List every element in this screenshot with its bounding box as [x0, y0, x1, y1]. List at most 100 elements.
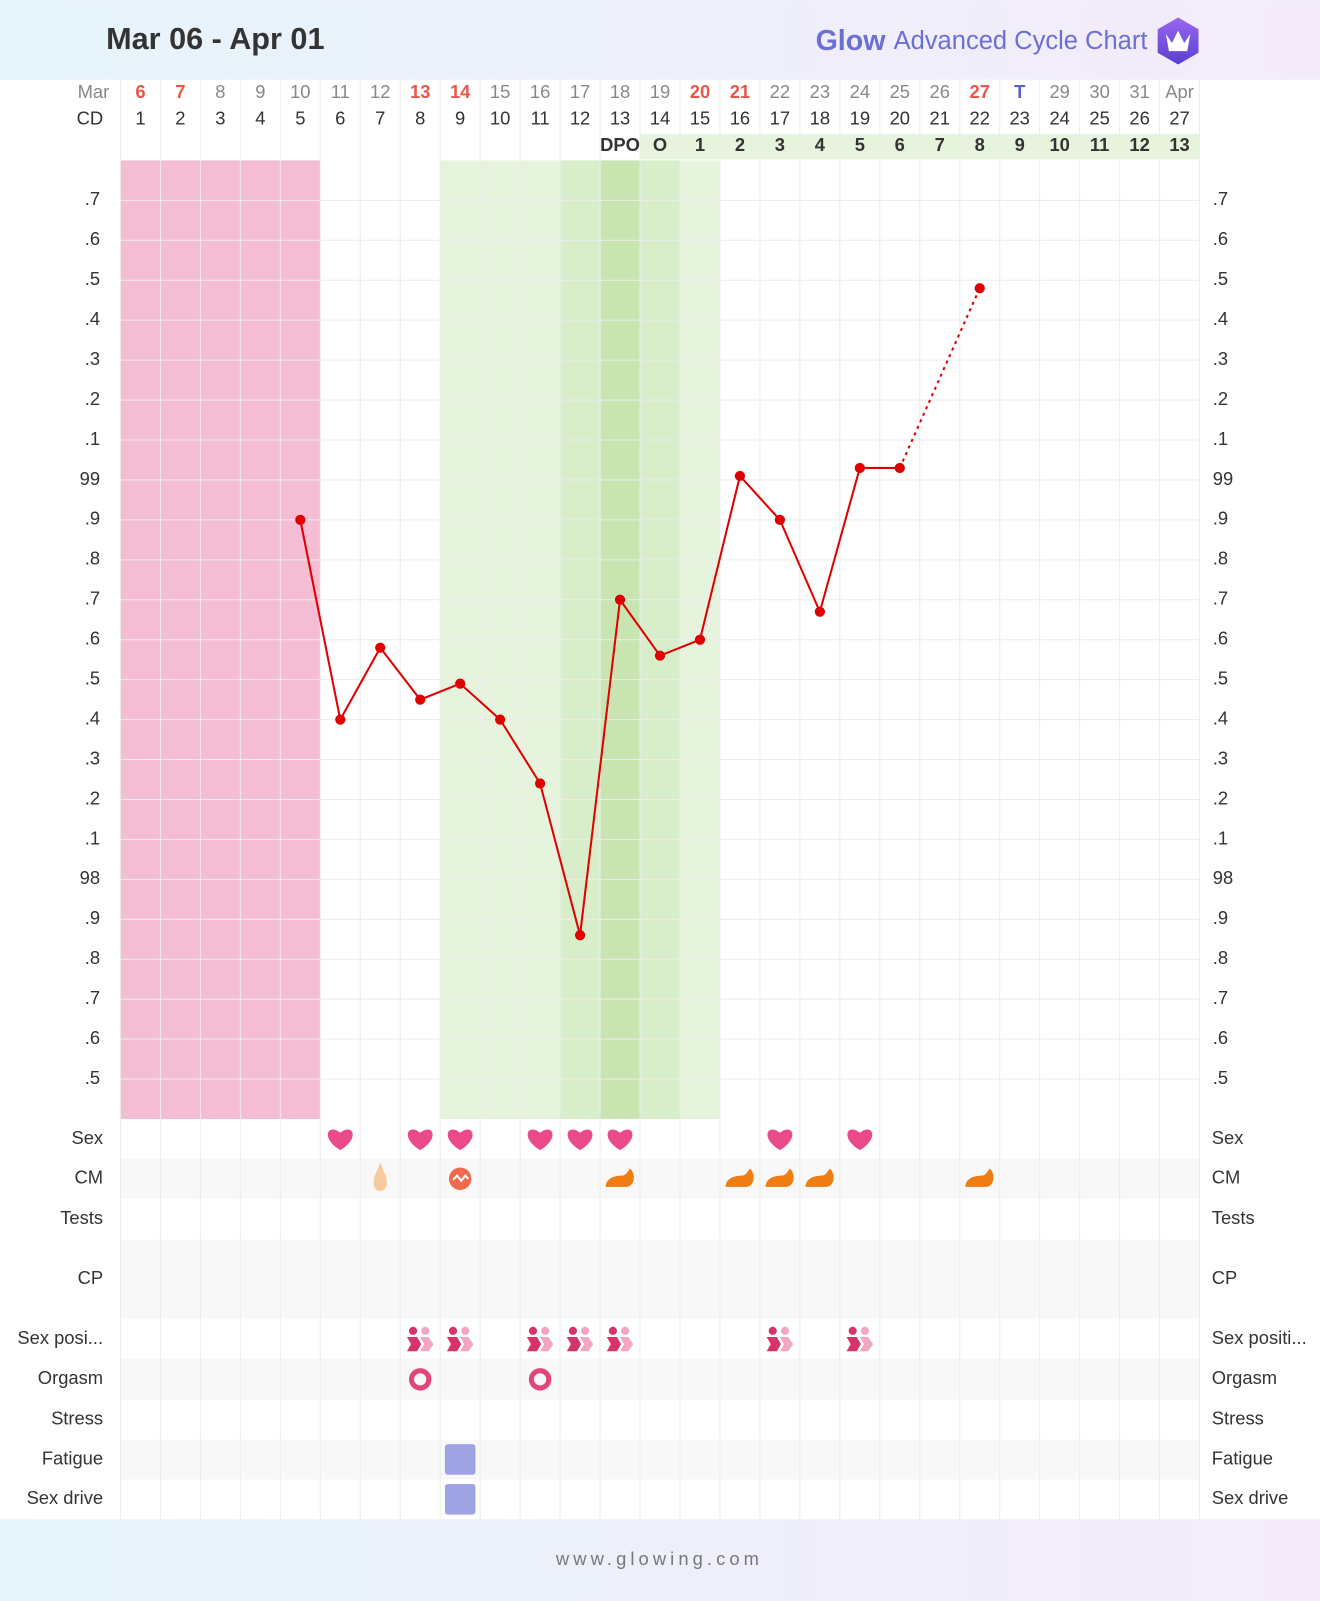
y-tick-label: .1: [85, 428, 100, 449]
temperature-point: [814, 606, 825, 617]
row-label-right: Sex positi...: [1212, 1327, 1307, 1348]
y-tick-label-right: .5: [1213, 268, 1228, 289]
x-tick-label: 21: [730, 81, 750, 102]
grid: [119, 79, 1201, 1520]
cd-value: 18: [810, 107, 830, 128]
dpo-value: 3: [775, 134, 785, 155]
position-icon: [406, 1336, 422, 1352]
x-tick-label: 30: [1089, 81, 1109, 102]
cd-value: 2: [175, 107, 185, 128]
temperature-point: [534, 778, 546, 789]
y-tick-label: .6: [85, 1027, 100, 1048]
y-tick-label: .2: [85, 787, 100, 808]
y-tick-label-right: 98: [1213, 867, 1233, 888]
y-tick-label-right: 99: [1213, 468, 1233, 489]
cd-value: 21: [930, 107, 950, 128]
x-tick-label: 15: [490, 81, 510, 102]
position-icon: [420, 1336, 434, 1352]
y-tick-label: .6: [85, 228, 100, 249]
cd-value: 12: [570, 107, 590, 128]
brand-subtitle: Advanced Cycle Chart: [894, 27, 1148, 55]
sex-icon: [447, 1129, 473, 1151]
x-tick-label: 26: [930, 81, 950, 102]
y-tick-label-right: .6: [1213, 628, 1228, 649]
position-icon: [448, 1326, 458, 1335]
sex-drive-icon: [444, 1483, 476, 1515]
cd-value: 3: [215, 107, 225, 128]
x-tick-label: 10: [290, 81, 310, 102]
row-shade: [120, 1358, 1200, 1400]
cd-value: 26: [1129, 107, 1149, 128]
cd-value: 20: [890, 107, 910, 128]
row-label: Sex drive: [27, 1487, 104, 1508]
y-tick-label: 99: [80, 468, 100, 489]
cd-value: 17: [770, 107, 790, 128]
y-tick-label: .5: [85, 668, 100, 689]
dpo-value: 13: [1169, 134, 1189, 155]
y-tick-label-right: .9: [1213, 508, 1228, 529]
position-icon: [846, 1336, 861, 1352]
y-tick-label: .7: [85, 588, 100, 609]
dpo-value: 1: [695, 134, 705, 155]
row-label-right: CM: [1212, 1167, 1241, 1188]
position-icon: [780, 1326, 790, 1335]
row-shade: [120, 1439, 1200, 1480]
temperature-point: [774, 514, 786, 525]
position-icon: [859, 1336, 874, 1352]
y-tick-label-right: .7: [1213, 188, 1228, 209]
row-label: Tests: [60, 1207, 103, 1228]
x-tick-label: 19: [650, 81, 670, 102]
cm-icon: [805, 1168, 834, 1187]
y-tick-label-right: .9: [1213, 907, 1228, 928]
x-tick-label: 25: [890, 81, 910, 102]
temperature-point: [295, 514, 306, 525]
y-tick-label-right: .4: [1213, 308, 1228, 329]
temperature-point: [654, 650, 666, 661]
cd-value: 25: [1089, 107, 1109, 128]
y-tick-label: .4: [85, 308, 100, 329]
y-tick-label: .7: [85, 188, 100, 209]
position-icon: [766, 1336, 781, 1352]
sex-icon: [847, 1129, 873, 1151]
plot: Sex Sex CM CM Tests Tests CP CP Sex posi... Sex p…: [17, 81, 1307, 1515]
dpo-value: 4: [815, 134, 826, 155]
position-icon: [446, 1336, 462, 1352]
position-icon: [408, 1326, 418, 1335]
y-tick-label-right: .7: [1213, 588, 1228, 609]
temperature-point: [894, 462, 905, 474]
position-icon: [606, 1336, 622, 1352]
y-tick-label-right: .2: [1213, 787, 1228, 808]
position-icon: [621, 1326, 630, 1335]
y-tick-label: .2: [85, 388, 100, 409]
x-tick-label: 9: [255, 81, 265, 102]
cd-value: 4: [255, 107, 265, 128]
backgrounds: [120, 133, 1200, 1480]
dpo-value: 12: [1129, 134, 1149, 155]
cd-value: 19: [850, 107, 870, 128]
temperature-point: [495, 714, 506, 725]
cm-icon: [765, 1168, 794, 1187]
x-tick-label: 20: [690, 81, 710, 102]
temperature-point: [455, 678, 466, 689]
position-icon: [860, 1326, 870, 1335]
y-tick-label: .5: [85, 268, 100, 289]
row-label-right: Stress: [1212, 1408, 1264, 1429]
y-tick-label-right: .3: [1213, 747, 1228, 768]
dpo-value: 10: [1049, 134, 1069, 155]
position-icon: [421, 1326, 430, 1335]
y-tick-label-right: .2: [1213, 388, 1228, 409]
y-tick-label-right: .5: [1213, 668, 1228, 689]
dpo-value: 2: [735, 134, 745, 155]
cd-value: 5: [295, 107, 305, 128]
row-label: CP: [78, 1267, 104, 1288]
temperature-point: [415, 694, 426, 705]
cd-value: 10: [490, 107, 510, 128]
brand-name: Glow: [816, 25, 887, 57]
x-tick-label: 13: [410, 81, 430, 102]
cd-value: 16: [730, 107, 750, 128]
y-tick-label: .1: [85, 827, 100, 848]
orgasm-icon: [528, 1368, 552, 1391]
position-icon: [768, 1326, 777, 1335]
row-label-right: Orgasm: [1212, 1367, 1277, 1388]
